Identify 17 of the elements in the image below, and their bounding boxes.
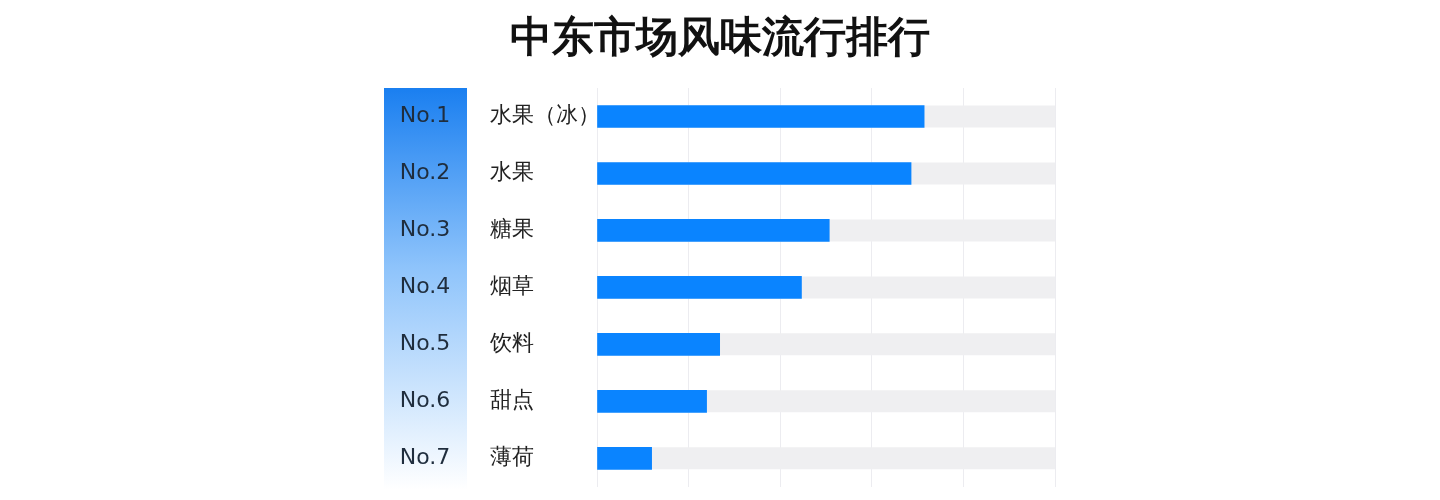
y-tick-label: 薄荷 [490, 444, 534, 470]
text: No.3 [399, 216, 451, 242]
bar [597, 446, 652, 470]
y-tick-label: 饮料 [489, 330, 534, 356]
text: No.1 [399, 102, 451, 128]
y-tick-label: 甜点 [490, 387, 534, 413]
text: No.7 [399, 444, 451, 470]
bar [597, 390, 707, 413]
chart-title: 中东市场风味流行排行 [510, 11, 930, 61]
y-tick-label: 烟草 [490, 273, 534, 299]
text: No.5 [399, 330, 451, 356]
y-tick-label: 水果 [490, 159, 534, 185]
y-tick-label: 水果（冰） [490, 102, 600, 128]
text: No.4 [399, 273, 451, 299]
text: No.2 [399, 159, 451, 185]
y-tick-label: 糖果 [490, 216, 534, 242]
text: No.6 [399, 387, 451, 413]
